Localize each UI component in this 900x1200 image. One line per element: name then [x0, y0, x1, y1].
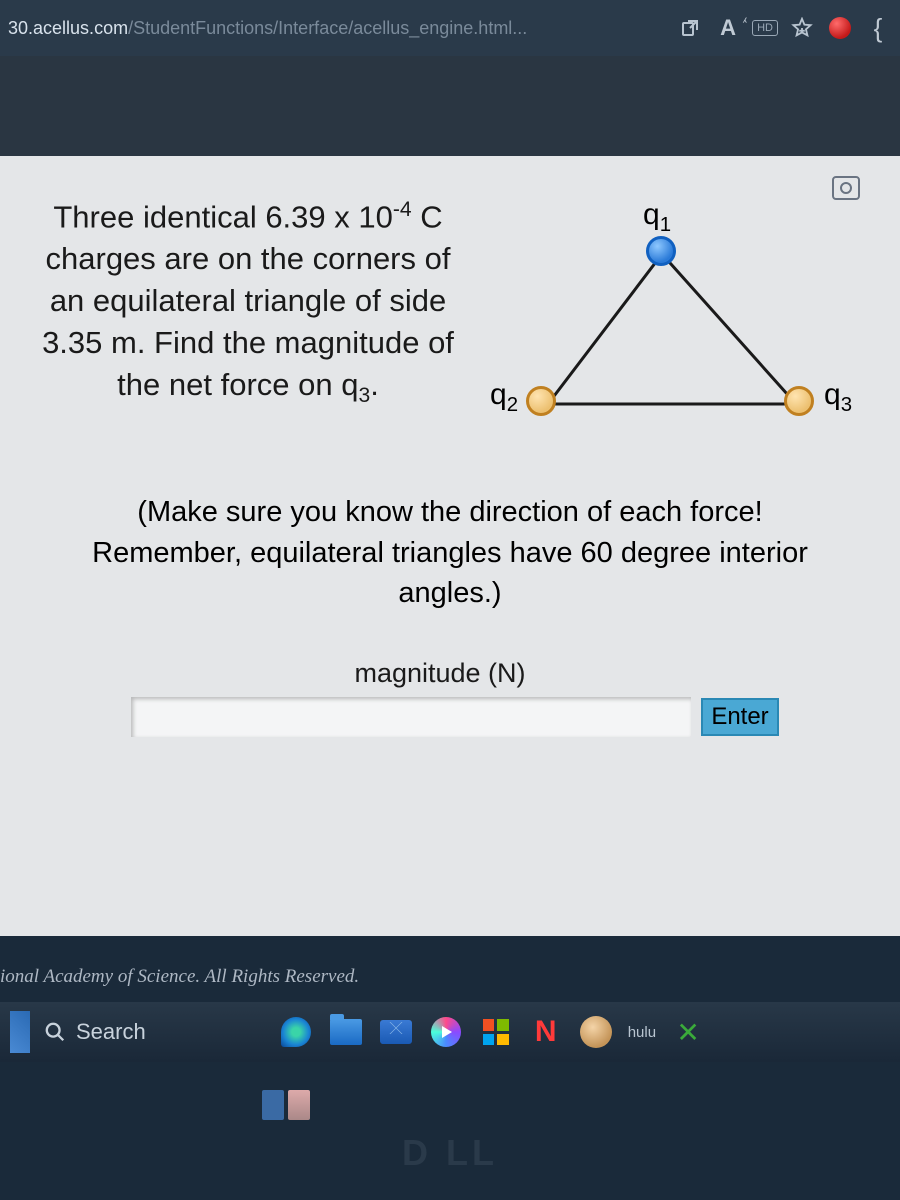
charge-q2-node: [526, 386, 556, 416]
favorites-icon[interactable]: [788, 14, 816, 42]
triangle-diagram: q1 q2 q3: [498, 206, 858, 436]
charge-q3-node: [784, 386, 814, 416]
taskbar-search[interactable]: Search: [44, 1019, 146, 1045]
dell-logo: D LL: [402, 1132, 498, 1174]
answer-input[interactable]: [131, 697, 691, 737]
question-text: Three identical 6.39 x 10-4 C charges ar…: [10, 196, 480, 436]
screenshot-icon[interactable]: [832, 176, 860, 200]
q1-label: q1: [643, 198, 671, 237]
microsoft-store-icon[interactable]: [478, 1014, 514, 1050]
question-card: Three identical 6.39 x 10-4 C charges ar…: [0, 156, 900, 936]
hint-text: (Make sure you know the direction of eac…: [10, 492, 870, 614]
open-external-icon[interactable]: [676, 14, 704, 42]
browser-address-bar: 30.acellus.com/StudentFunctions/Interfac…: [0, 0, 900, 56]
file-explorer-icon[interactable]: [328, 1014, 364, 1050]
netflix-icon[interactable]: N: [528, 1014, 564, 1050]
settings-brace-icon[interactable]: {: [864, 14, 892, 42]
pet-app-icon[interactable]: [578, 1014, 614, 1050]
start-button[interactable]: [10, 1011, 30, 1053]
media-player-icon[interactable]: [428, 1014, 464, 1050]
hd-badge-icon: HD: [752, 20, 778, 36]
xbox-icon[interactable]: ✕: [670, 1014, 706, 1050]
windows-taskbar: Search N hulu ✕: [0, 1002, 900, 1062]
magnitude-label: magnitude (N): [10, 658, 870, 689]
charge-q1-node: [646, 236, 676, 266]
enter-button[interactable]: Enter: [701, 698, 778, 736]
task-view-icon[interactable]: [262, 1090, 310, 1120]
font-size-icon[interactable]: A⁁: [714, 14, 742, 42]
mail-icon[interactable]: [378, 1014, 414, 1050]
hulu-icon[interactable]: hulu: [628, 1024, 656, 1041]
q2-label: q2: [490, 378, 518, 417]
page-header-gap: [0, 56, 900, 156]
q3-label: q3: [824, 378, 852, 417]
footer-rights: ional Academy of Science. All Rights Res…: [0, 936, 900, 1002]
extension-icon[interactable]: [826, 14, 854, 42]
url-text: 30.acellus.com/StudentFunctions/Interfac…: [8, 18, 527, 39]
edge-browser-icon[interactable]: [278, 1014, 314, 1050]
